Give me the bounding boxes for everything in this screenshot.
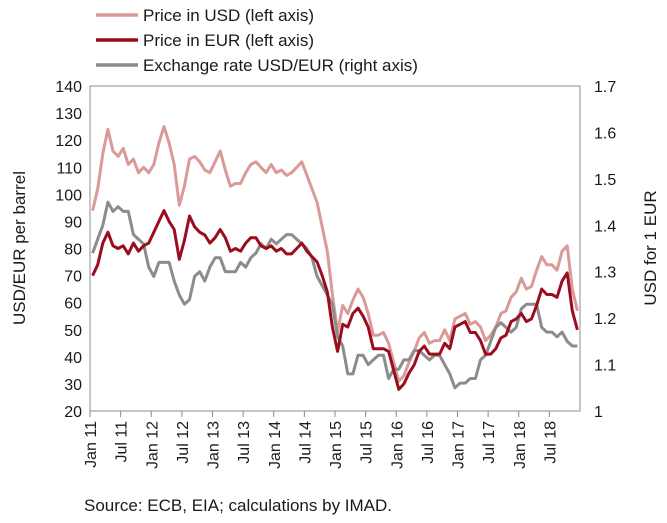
x-axis-ticks: Jan 11 Jul 11 Jan 12 Jul 12 Jan 13 Jul 13 Jan …	[83, 411, 559, 469]
y-tick-label: 50	[64, 323, 82, 340]
x-tick-label: Jan 14	[267, 421, 284, 469]
left-axis-ticks: 20 30 40 50 60 70 80 90 100 110 120 130 140	[55, 79, 82, 421]
y-tick-label: 80	[64, 242, 82, 259]
y-tick-label: 20	[64, 404, 82, 421]
x-tick-label: Jul 18	[542, 421, 559, 464]
y2-tick-label: 1.1	[594, 358, 616, 375]
y2-tick-label: 1.5	[594, 172, 616, 189]
x-tick-label: Jul 16	[420, 421, 437, 464]
x-tick-label: Jan 15	[328, 421, 345, 469]
right-axis-ticks: 1 1.1 1.2 1.3 1.4 1.5 1.6 1.7	[594, 79, 616, 421]
y2-tick-label: 1.4	[594, 218, 616, 235]
legend: Price in USD (left axis) Price in EUR (l…	[96, 6, 418, 75]
plot-area	[89, 85, 581, 412]
y-tick-label: 40	[64, 350, 82, 367]
legend-label-fx: Exchange rate USD/EUR (right axis)	[143, 56, 418, 75]
series-line-exchange-rate	[91, 200, 578, 390]
series-line-price-eur	[91, 209, 579, 391]
y-tick-label: 60	[64, 296, 82, 313]
y-tick-label: 90	[64, 214, 82, 231]
y-axis-title-right: USD for 1 EUR	[641, 190, 660, 305]
x-tick-label: Jan 16	[389, 421, 406, 469]
x-tick-label: Jan 18	[512, 421, 529, 469]
y-tick-label: 110	[56, 160, 82, 177]
x-tick-label: Jul 11	[114, 421, 131, 463]
y2-tick-label: 1.3	[594, 265, 616, 282]
x-tick-label: Jul 15	[359, 421, 376, 464]
y-tick-label: 120	[55, 133, 82, 150]
y2-tick-label: 1.2	[594, 311, 616, 328]
y2-tick-label: 1.7	[594, 79, 616, 96]
source-note: Source: ECB, EIA; calculations by IMAD.	[84, 496, 392, 515]
y-tick-label: 30	[64, 377, 82, 394]
y-axis-title-left: USD/EUR per barrel	[10, 171, 29, 325]
legend-label-usd: Price in USD (left axis)	[143, 6, 314, 25]
x-tick-label: Jan 13	[206, 421, 223, 469]
x-tick-label: Jan 11	[83, 421, 100, 468]
y-tick-label: 130	[55, 106, 82, 123]
series-lines	[91, 125, 579, 391]
x-tick-label: Jan 17	[451, 421, 468, 469]
x-tick-label: Jul 13	[236, 421, 253, 464]
x-tick-label: Jul 17	[481, 421, 498, 464]
y2-tick-label: 1	[594, 404, 603, 421]
x-tick-label: Jan 12	[144, 421, 161, 469]
y-tick-label: 140	[55, 79, 82, 96]
legend-label-eur: Price in EUR (left axis)	[143, 31, 314, 50]
x-tick-label: Jul 14	[297, 421, 314, 464]
y-tick-label: 70	[64, 269, 82, 286]
y2-tick-label: 1.6	[594, 125, 616, 142]
x-tick-label: Jul 12	[175, 421, 192, 464]
y-tick-label: 100	[55, 187, 82, 204]
